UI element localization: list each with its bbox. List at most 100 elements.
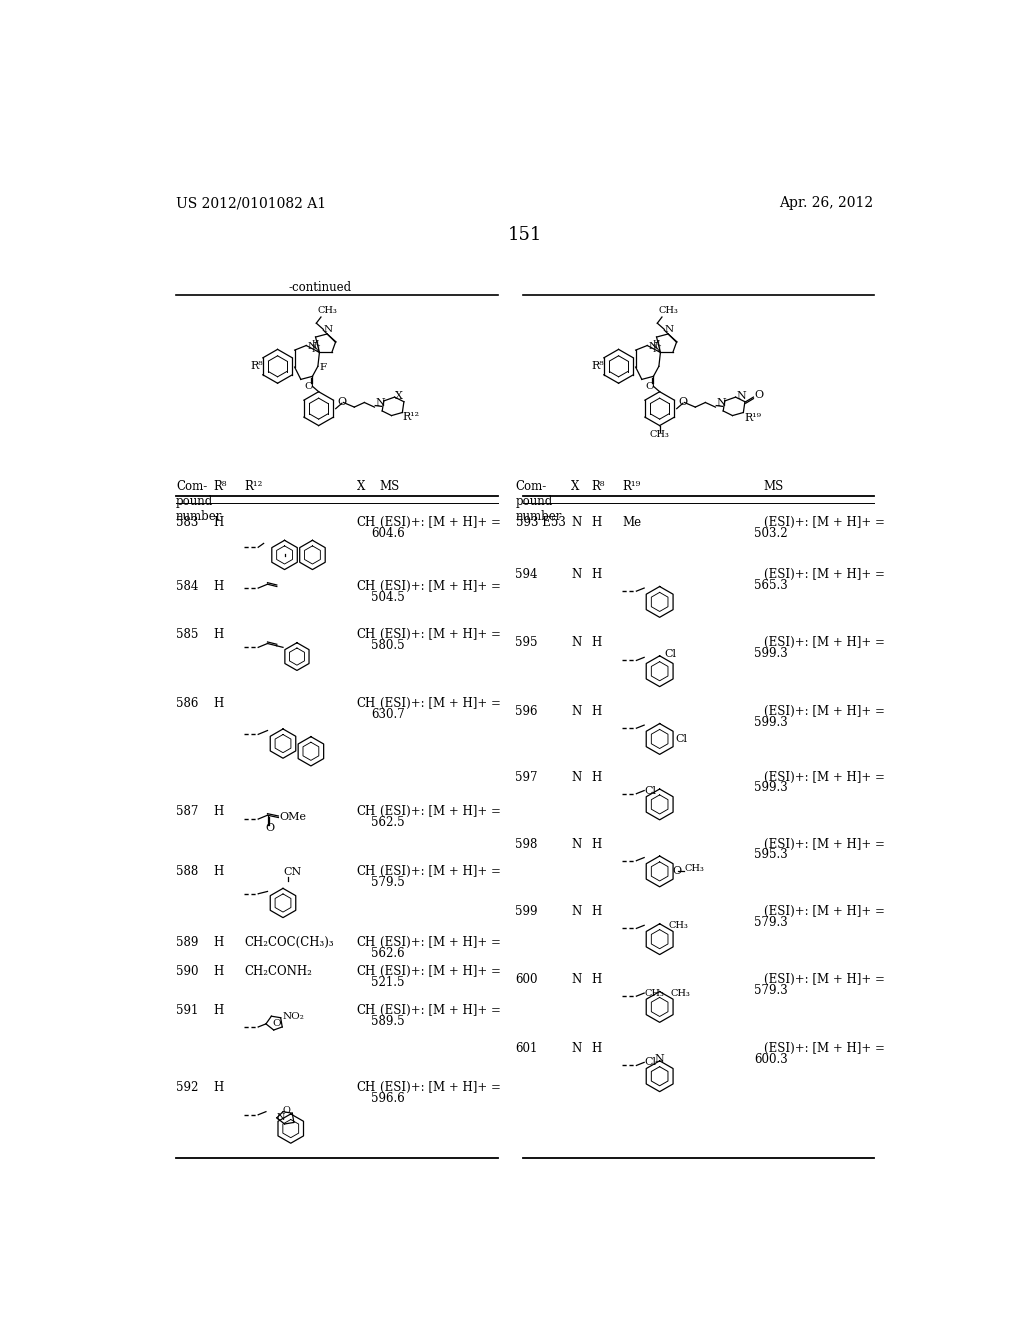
Text: N: N <box>375 399 385 408</box>
Text: H: H <box>592 906 602 919</box>
Text: N: N <box>654 1055 665 1064</box>
Text: N: N <box>571 1043 582 1056</box>
Text: X: X <box>571 480 580 494</box>
Text: N: N <box>648 342 657 351</box>
Text: CH: CH <box>356 1003 376 1016</box>
Text: 599: 599 <box>515 906 538 919</box>
Text: N: N <box>571 568 582 581</box>
Text: N: N <box>665 325 674 334</box>
Text: N: N <box>716 399 726 408</box>
Text: H: H <box>213 697 223 710</box>
Text: 586: 586 <box>176 697 199 710</box>
Text: 584: 584 <box>176 581 199 594</box>
Text: 630.7: 630.7 <box>371 708 404 721</box>
Text: (ESI)+: [M + H]+ =: (ESI)+: [M + H]+ = <box>764 838 885 850</box>
Text: 599.3: 599.3 <box>755 647 788 660</box>
Text: (ESI)+: [M + H]+ =: (ESI)+: [M + H]+ = <box>380 516 501 529</box>
Text: 521.5: 521.5 <box>371 977 404 989</box>
Text: 590: 590 <box>176 965 199 978</box>
Text: (ESI)+: [M + H]+ =: (ESI)+: [M + H]+ = <box>764 771 885 784</box>
Text: 583: 583 <box>176 516 199 529</box>
Text: CH: CH <box>356 936 376 949</box>
Text: H: H <box>592 838 602 850</box>
Text: (ESI)+: [M + H]+ =: (ESI)+: [M + H]+ = <box>380 866 501 878</box>
Text: O: O <box>755 389 763 400</box>
Text: Cl: Cl <box>644 1057 656 1068</box>
Text: (ESI)+: [M + H]+ =: (ESI)+: [M + H]+ = <box>764 568 885 581</box>
Text: 589: 589 <box>176 936 199 949</box>
Text: H: H <box>213 1081 223 1094</box>
Text: N: N <box>652 345 662 354</box>
Text: H: H <box>652 339 660 347</box>
Text: O: O <box>673 866 682 876</box>
Text: (ESI)+: [M + H]+ =: (ESI)+: [M + H]+ = <box>380 1081 501 1094</box>
Text: H: H <box>213 581 223 594</box>
Text: 580.5: 580.5 <box>371 639 404 652</box>
Text: 562.5: 562.5 <box>371 816 404 829</box>
Text: H: H <box>213 965 223 978</box>
Text: O: O <box>645 381 654 391</box>
Text: 593 E53: 593 E53 <box>515 516 565 529</box>
Text: H: H <box>592 516 602 529</box>
Text: 562.6: 562.6 <box>371 946 404 960</box>
Text: 579.5: 579.5 <box>371 876 404 890</box>
Text: N: N <box>571 838 582 850</box>
Text: X: X <box>395 391 403 400</box>
Text: CH₃: CH₃ <box>649 430 670 440</box>
Text: R⁸: R⁸ <box>213 480 226 494</box>
Text: CH₃: CH₃ <box>671 989 690 998</box>
Text: Cl: Cl <box>665 649 676 659</box>
Text: O: O <box>265 824 274 833</box>
Text: H: H <box>213 628 223 642</box>
Text: 598: 598 <box>515 838 538 850</box>
Text: N: N <box>307 342 316 351</box>
Text: F: F <box>319 363 327 372</box>
Text: 504.5: 504.5 <box>371 591 404 605</box>
Text: H: H <box>592 771 602 784</box>
Text: -continued: -continued <box>289 281 352 294</box>
Text: 585: 585 <box>176 628 199 642</box>
Text: O: O <box>283 1106 290 1114</box>
Text: CH: CH <box>356 965 376 978</box>
Text: CH: CH <box>356 805 376 818</box>
Text: R¹²: R¹² <box>245 480 262 494</box>
Text: (ESI)+: [M + H]+ =: (ESI)+: [M + H]+ = <box>380 697 501 710</box>
Text: R¹⁹: R¹⁹ <box>744 413 761 422</box>
Text: R¹⁹: R¹⁹ <box>623 480 641 494</box>
Text: Me: Me <box>623 516 642 529</box>
Text: 565.3: 565.3 <box>755 579 788 591</box>
Text: H: H <box>592 1043 602 1056</box>
Text: (ESI)+: [M + H]+ =: (ESI)+: [M + H]+ = <box>764 516 885 529</box>
Text: O: O <box>272 1019 281 1027</box>
Text: (ESI)+: [M + H]+ =: (ESI)+: [M + H]+ = <box>380 936 501 949</box>
Text: R⁸: R⁸ <box>592 362 604 371</box>
Text: 579.3: 579.3 <box>755 983 788 997</box>
Text: (ESI)+: [M + H]+ =: (ESI)+: [M + H]+ = <box>380 628 501 642</box>
Text: 599.3: 599.3 <box>755 715 788 729</box>
Text: CH: CH <box>356 628 376 642</box>
Text: (ESI)+: [M + H]+ =: (ESI)+: [M + H]+ = <box>764 705 885 718</box>
Text: (ESI)+: [M + H]+ =: (ESI)+: [M + H]+ = <box>764 973 885 986</box>
Text: MS: MS <box>380 480 400 494</box>
Text: 599.3: 599.3 <box>755 781 788 795</box>
Text: CH: CH <box>356 516 376 529</box>
Text: 597: 597 <box>515 771 538 784</box>
Text: 595.3: 595.3 <box>755 849 788 862</box>
Text: H: H <box>311 339 319 347</box>
Text: O: O <box>337 397 346 407</box>
Text: O: O <box>304 381 313 391</box>
Text: O: O <box>678 397 687 407</box>
Text: Apr. 26, 2012: Apr. 26, 2012 <box>779 197 873 210</box>
Text: (ESI)+: [M + H]+ =: (ESI)+: [M + H]+ = <box>764 1043 885 1056</box>
Text: US 2012/0101082 A1: US 2012/0101082 A1 <box>176 197 327 210</box>
Text: H: H <box>213 936 223 949</box>
Text: CH₃: CH₃ <box>669 921 689 929</box>
Text: Com-
pound
number: Com- pound number <box>176 480 222 523</box>
Text: (ESI)+: [M + H]+ =: (ESI)+: [M + H]+ = <box>764 636 885 649</box>
Text: N: N <box>571 636 582 649</box>
Text: 589.5: 589.5 <box>371 1015 404 1028</box>
Text: 600.3: 600.3 <box>755 1053 788 1067</box>
Text: CH₃: CH₃ <box>658 306 679 315</box>
Text: H: H <box>213 805 223 818</box>
Text: R⁸: R⁸ <box>592 480 605 494</box>
